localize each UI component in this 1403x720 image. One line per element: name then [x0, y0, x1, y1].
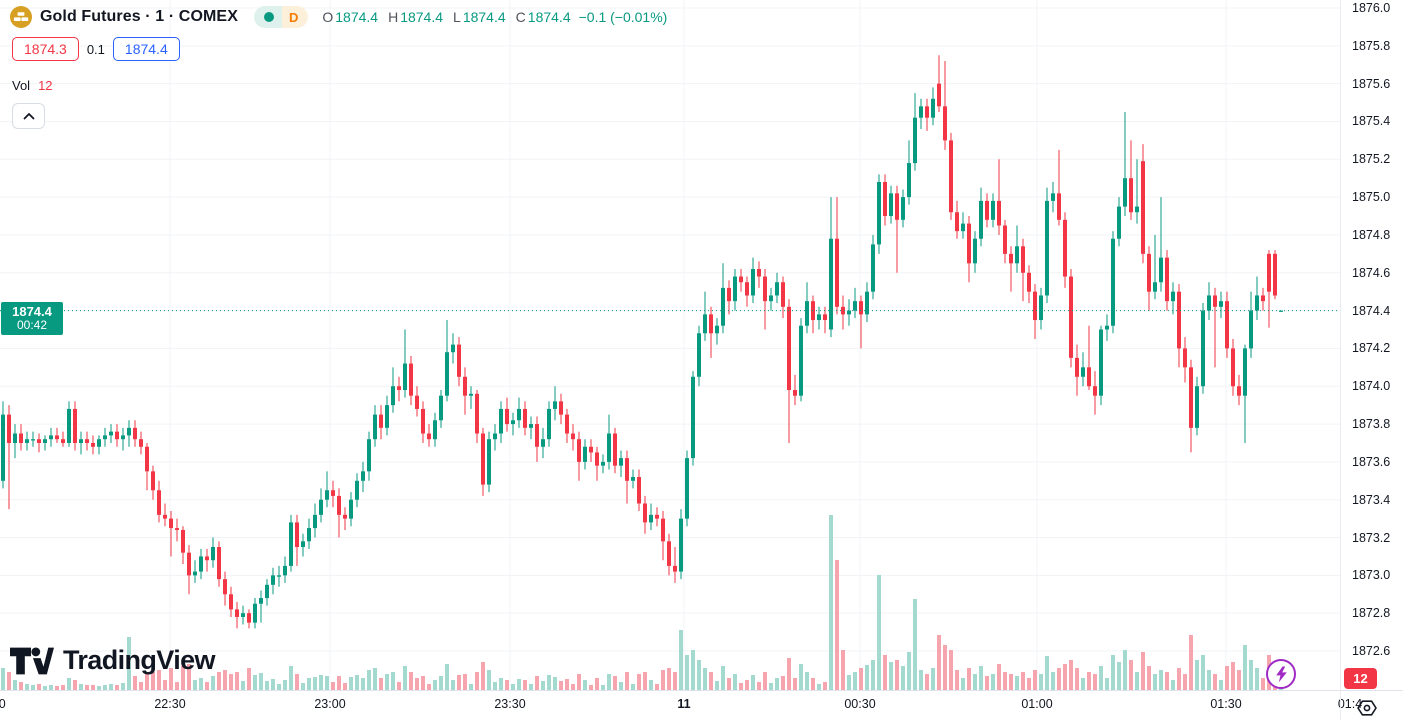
time-scale[interactable]: 22:00 22:30 23:00 23:30 11 00:30 01:00 01:30 01:… [0, 690, 1403, 720]
volume-legend: Vol 12 [12, 78, 53, 93]
price-tick-label: 1875.0 [1352, 190, 1391, 205]
bid-ask-row: 1874.3 0.1 1874.4 [12, 37, 180, 61]
price-tick-label: 1876.0 [1352, 1, 1391, 15]
lightning-bolt-icon [1275, 666, 1287, 682]
price-tick-label: 1873.2 [1352, 530, 1391, 545]
time-tick-label: 22:00 [0, 697, 6, 711]
symbol-title[interactable]: Gold Futures · 1 · COMEX [40, 8, 238, 25]
tradingview-logo-text: TradingView [63, 645, 216, 675]
high-label: H [388, 9, 399, 25]
price-tick-label: 1875.2 [1352, 152, 1391, 167]
buy-ask-button[interactable]: 1874.4 [112, 37, 180, 61]
interval-status-pill[interactable]: D [253, 6, 309, 28]
bar-countdown: 00:42 [16, 317, 48, 332]
volume-current-value: 12 [38, 78, 53, 93]
gear-icon [1357, 700, 1377, 716]
interval-segment: D [281, 6, 309, 28]
time-tick-label: 23:00 [314, 697, 346, 711]
chevron-up-icon [23, 113, 34, 120]
time-axis-settings-button[interactable] [1354, 698, 1380, 718]
last-price-badge: 1874.4 00:42 [1, 301, 63, 335]
tradingview-logo-icon [10, 647, 54, 674]
tradingview-logo[interactable]: TradingView [10, 645, 216, 676]
low-label: L [453, 9, 461, 25]
price-tick-label: 1874.2 [1352, 341, 1391, 356]
price-tick-label: 1873.6 [1352, 454, 1391, 469]
price-tick-label: 1874.8 [1352, 227, 1391, 242]
price-tick-label: 1874.4 [1352, 303, 1391, 318]
spread-value: 0.1 [86, 41, 105, 57]
open-label: O [322, 9, 334, 25]
price-axis-separator [1340, 0, 1341, 720]
time-tick-label: 01:4 [1337, 697, 1363, 711]
price-scale[interactable]: 1876.0 1875.8 1875.6 1875.4 1875.2 1875.0 1874… [1340, 0, 1403, 690]
close-value: 1874.4 [527, 9, 571, 25]
open-value: 1874.4 [335, 9, 379, 25]
last-price-value: 1874.4 [12, 303, 52, 319]
price-tick-label: 1875.6 [1352, 76, 1391, 91]
time-tick-label: 01:00 [1021, 697, 1053, 711]
price-tick-label: 1872.6 [1352, 644, 1391, 658]
price-tick-label: 1872.8 [1352, 606, 1391, 621]
change-value: −0.1 (−0.01%) [578, 9, 668, 25]
time-tick-label: 11 [677, 697, 691, 711]
price-tick-label: 1875.8 [1352, 38, 1391, 53]
interval-label: D [288, 9, 299, 25]
close-label: C [515, 9, 526, 25]
sell-bid-button[interactable]: 1874.3 [12, 37, 79, 61]
gold-bars-icon [10, 6, 32, 28]
market-open-dot-icon [263, 12, 274, 22]
symbol-legend: Gold Futures · 1 · COMEX D O 1874.4 H 1874… [10, 6, 667, 28]
time-tick-label: 22:30 [154, 697, 186, 711]
market-status-segment [253, 6, 282, 28]
price-tick-label: 1873.0 [1352, 568, 1391, 583]
price-tick-label: 1874.0 [1352, 379, 1391, 394]
quick-trade-button[interactable] [1266, 659, 1296, 689]
time-tick-label: 01:30 [1210, 697, 1242, 711]
price-tick-label: 1873.8 [1352, 417, 1391, 432]
high-value: 1874.4 [400, 9, 444, 25]
low-value: 1874.4 [462, 9, 506, 25]
price-tick-label: 1875.4 [1352, 114, 1391, 129]
price-tick-label: 1874.6 [1352, 265, 1391, 280]
legend-expand-button[interactable] [12, 103, 45, 129]
ohlc-readout: O 1874.4 H 1874.4 L 1874.4 C 1874.4 −0.1 (−0… [322, 9, 667, 25]
time-tick-label: 23:30 [494, 697, 526, 711]
volume-label: Vol [12, 78, 31, 93]
price-tick-label: 1873.4 [1352, 492, 1391, 507]
time-axis-separator [0, 690, 1403, 691]
volume-value-badge: 12 [1344, 668, 1377, 689]
time-tick-label: 00:30 [844, 697, 876, 711]
